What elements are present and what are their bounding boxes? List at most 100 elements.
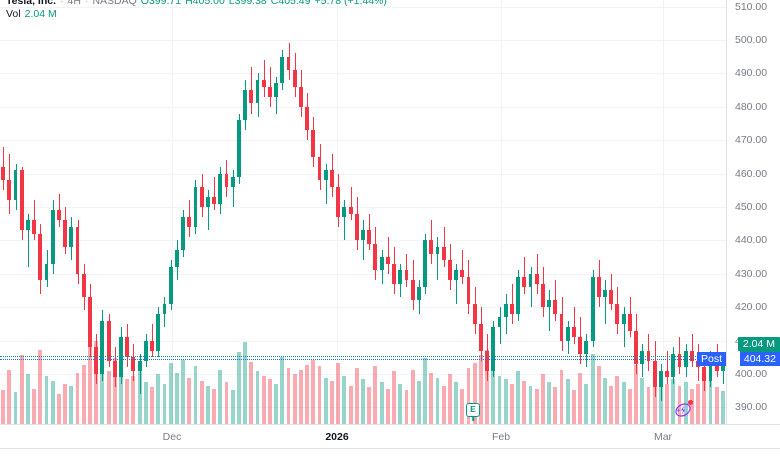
candle-body (559, 313, 564, 341)
candle-body (261, 80, 266, 87)
candle-wick (667, 350, 668, 384)
candle-wick (152, 323, 153, 358)
volume-bar (640, 377, 645, 424)
price-axis[interactable]: 510.00 500.00 490.00 480.00 470.00 460.00 450.… (726, 0, 780, 424)
gridline-vertical (172, 0, 173, 424)
volume-bar (187, 377, 192, 424)
candle-body (447, 260, 452, 281)
candle-body (665, 370, 669, 378)
volume-bar (671, 379, 676, 424)
volume-badge[interactable]: 2.04 M (737, 337, 780, 351)
candle-body (205, 196, 210, 207)
candle-body (218, 173, 223, 204)
volume-bar (106, 371, 111, 424)
candle-body (137, 360, 142, 371)
candle-body (249, 90, 254, 104)
volume-bar (565, 379, 570, 424)
candle-body (689, 350, 694, 361)
volume-bar (603, 377, 607, 424)
volume-bar (652, 361, 657, 424)
price-tick: 470.00 (735, 134, 768, 147)
candle-body (19, 170, 24, 231)
candle-body (584, 340, 589, 354)
volume-bar (81, 364, 86, 424)
volume-bar (553, 387, 558, 424)
candle-body (1, 166, 6, 181)
time-axis[interactable]: Dec 2026 Feb Mar (0, 424, 780, 448)
volume-bar (25, 374, 30, 424)
candle-wick (351, 186, 352, 221)
gridline-vertical (501, 0, 502, 424)
candle-body (627, 313, 632, 331)
volume-bar (416, 380, 421, 424)
candle-body (435, 247, 440, 254)
candle-body (497, 317, 502, 328)
candle-body (466, 277, 471, 304)
candle-body (547, 300, 552, 308)
candle-body (392, 263, 396, 284)
volume-bar (199, 380, 204, 424)
volume-bar (150, 387, 154, 424)
volume-bar (112, 358, 117, 424)
gridline-horizontal (0, 107, 726, 108)
candle-body (646, 350, 651, 361)
volume-bar (429, 372, 434, 424)
volume-bar (572, 390, 576, 424)
volume-bar (720, 391, 725, 424)
volume-bar (88, 345, 92, 424)
candle-body (330, 170, 334, 187)
candle-wick (692, 333, 693, 368)
volume-bar (491, 361, 496, 424)
candle-body (516, 277, 521, 314)
candle-wick (524, 257, 525, 294)
volume-bar (342, 376, 347, 424)
candle-body (342, 206, 347, 217)
price-chart-canvas[interactable]: E Post (0, 0, 726, 424)
volume-bar (677, 385, 682, 424)
volume-bar (609, 385, 614, 424)
candle-body (32, 220, 37, 234)
candle-body (299, 86, 303, 107)
volume-bar (410, 369, 415, 424)
candle-body (125, 337, 130, 358)
candle-body (88, 297, 92, 348)
candle-body (702, 367, 707, 381)
price-tick: 430.00 (735, 267, 768, 280)
gridline-horizontal (0, 374, 726, 375)
volume-bar (249, 361, 254, 424)
candle-body (361, 230, 365, 241)
volume-bar (174, 372, 179, 424)
gridline-horizontal (0, 73, 726, 74)
time-tick: 2026 (325, 431, 349, 443)
candle-body (50, 210, 55, 264)
candle-body (441, 247, 446, 261)
candle-body (404, 270, 409, 281)
post-price-badge[interactable]: 404.32 (739, 352, 780, 367)
candle-body (81, 273, 86, 298)
gridline-horizontal (0, 207, 726, 208)
candle-wick (344, 200, 345, 241)
volume-bar (460, 388, 465, 424)
price-tick: 460.00 (735, 167, 768, 180)
bottom-toolbar-strip (0, 448, 780, 470)
volume-bar (696, 384, 700, 424)
candle-body (44, 263, 49, 281)
candle-body (187, 217, 192, 228)
price-tick: 500.00 (735, 34, 768, 47)
volume-bar (522, 380, 527, 424)
volume-bar (119, 366, 123, 424)
gridline-horizontal (0, 174, 726, 175)
candle-body (106, 320, 111, 361)
volume-bar (385, 388, 390, 424)
volume-bar (50, 380, 55, 424)
volume-bar (447, 374, 452, 424)
candle-wick (251, 66, 252, 114)
earnings-marker[interactable]: E (465, 402, 481, 421)
candle-body (615, 303, 620, 324)
candle-body (286, 56, 291, 71)
ai-spark-icon[interactable] (673, 400, 693, 420)
volume-bar (683, 382, 688, 424)
candle-body (640, 350, 645, 364)
candle-body (168, 267, 173, 304)
candle-body (677, 353, 682, 368)
